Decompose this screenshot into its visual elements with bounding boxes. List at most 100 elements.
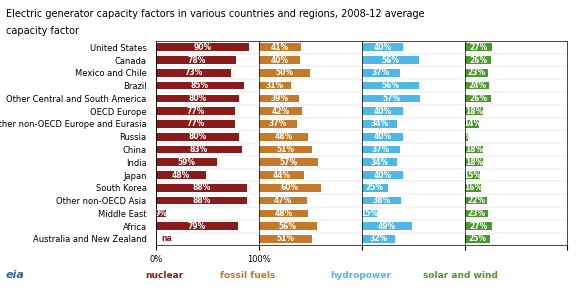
Bar xyxy=(362,82,419,89)
Bar xyxy=(362,222,412,230)
Text: 34%: 34% xyxy=(371,119,389,128)
Bar xyxy=(362,210,378,217)
Text: 44%: 44% xyxy=(273,171,291,180)
Text: 40%: 40% xyxy=(373,171,391,180)
Bar xyxy=(362,120,397,128)
Bar xyxy=(259,69,310,77)
Bar xyxy=(156,158,217,166)
Bar xyxy=(464,235,490,243)
Text: solar and wind: solar and wind xyxy=(423,271,497,280)
Text: 25%: 25% xyxy=(366,183,384,192)
Text: 39%: 39% xyxy=(270,94,288,103)
Text: 51%: 51% xyxy=(276,234,294,244)
Text: 49%: 49% xyxy=(378,222,396,231)
Bar xyxy=(464,184,481,192)
Bar xyxy=(156,171,206,179)
Bar xyxy=(464,146,483,153)
Bar xyxy=(259,210,309,217)
Bar xyxy=(259,222,317,230)
Bar xyxy=(464,133,468,140)
Text: 16%: 16% xyxy=(464,183,482,192)
Bar xyxy=(156,107,236,115)
Bar xyxy=(259,158,318,166)
Bar xyxy=(362,133,403,140)
Text: 3%: 3% xyxy=(460,132,472,141)
Bar xyxy=(464,95,492,102)
Bar xyxy=(156,82,244,89)
Bar xyxy=(362,56,419,64)
Text: nuclear: nuclear xyxy=(145,271,183,280)
Bar xyxy=(156,69,232,77)
Text: 73%: 73% xyxy=(185,68,203,77)
Text: 88%: 88% xyxy=(192,183,211,192)
Text: 40%: 40% xyxy=(270,55,289,65)
Text: 15%: 15% xyxy=(463,171,481,180)
Bar xyxy=(464,222,492,230)
Bar xyxy=(259,95,299,102)
Text: 37%: 37% xyxy=(372,68,390,77)
Bar xyxy=(259,44,301,51)
Text: 90%: 90% xyxy=(193,43,212,52)
Bar xyxy=(362,171,403,179)
Text: 57%: 57% xyxy=(382,94,400,103)
Text: 18%: 18% xyxy=(465,145,483,154)
Text: 26%: 26% xyxy=(469,94,487,103)
Text: 79%: 79% xyxy=(188,222,206,231)
Bar xyxy=(259,107,302,115)
Bar xyxy=(259,184,321,192)
Bar xyxy=(156,210,166,217)
Text: 57%: 57% xyxy=(279,158,298,167)
Text: 77%: 77% xyxy=(186,119,205,128)
Text: 18%: 18% xyxy=(465,107,483,116)
Text: 56%: 56% xyxy=(279,222,297,231)
Text: 38%: 38% xyxy=(372,196,390,205)
Bar xyxy=(464,210,488,217)
Text: 59%: 59% xyxy=(178,158,196,167)
Text: 80%: 80% xyxy=(188,94,207,103)
Text: 18%: 18% xyxy=(465,158,483,167)
Bar xyxy=(362,44,403,51)
Bar xyxy=(259,146,312,153)
Text: 78%: 78% xyxy=(187,55,206,65)
Text: 50%: 50% xyxy=(276,68,294,77)
Bar xyxy=(259,171,305,179)
Bar xyxy=(156,197,247,204)
Bar xyxy=(362,69,400,77)
Bar xyxy=(156,56,236,64)
Text: 56%: 56% xyxy=(382,81,400,90)
Text: 27%: 27% xyxy=(470,222,488,231)
Bar xyxy=(156,120,236,128)
Text: 14%: 14% xyxy=(463,119,481,128)
Text: 26%: 26% xyxy=(469,55,487,65)
Text: 51%: 51% xyxy=(276,145,294,154)
Text: 22%: 22% xyxy=(467,196,485,205)
Bar xyxy=(464,158,483,166)
Text: Electric generator capacity factors in various countries and regions, 2008-12 av: Electric generator capacity factors in v… xyxy=(6,9,424,19)
Text: 77%: 77% xyxy=(186,107,205,116)
Bar xyxy=(464,69,488,77)
Text: 23%: 23% xyxy=(467,68,486,77)
Bar xyxy=(464,197,488,204)
Text: hydropower: hydropower xyxy=(330,271,391,280)
Text: 37%: 37% xyxy=(372,145,390,154)
Bar xyxy=(156,95,239,102)
Bar xyxy=(362,158,397,166)
Text: 56%: 56% xyxy=(382,55,400,65)
Bar xyxy=(156,146,241,153)
Bar xyxy=(259,82,291,89)
Bar xyxy=(156,44,249,51)
Bar xyxy=(156,222,237,230)
Text: 41%: 41% xyxy=(271,43,290,52)
Text: 88%: 88% xyxy=(192,196,211,205)
Text: 24%: 24% xyxy=(468,81,486,90)
Text: capacity factor: capacity factor xyxy=(6,26,79,36)
Text: 83%: 83% xyxy=(190,145,208,154)
Bar xyxy=(464,107,483,115)
Bar xyxy=(259,133,309,140)
Text: 80%: 80% xyxy=(188,132,207,141)
Bar xyxy=(362,95,420,102)
Text: 42%: 42% xyxy=(272,107,290,116)
Bar xyxy=(362,235,395,243)
Bar xyxy=(464,120,479,128)
Text: 48%: 48% xyxy=(274,132,293,141)
